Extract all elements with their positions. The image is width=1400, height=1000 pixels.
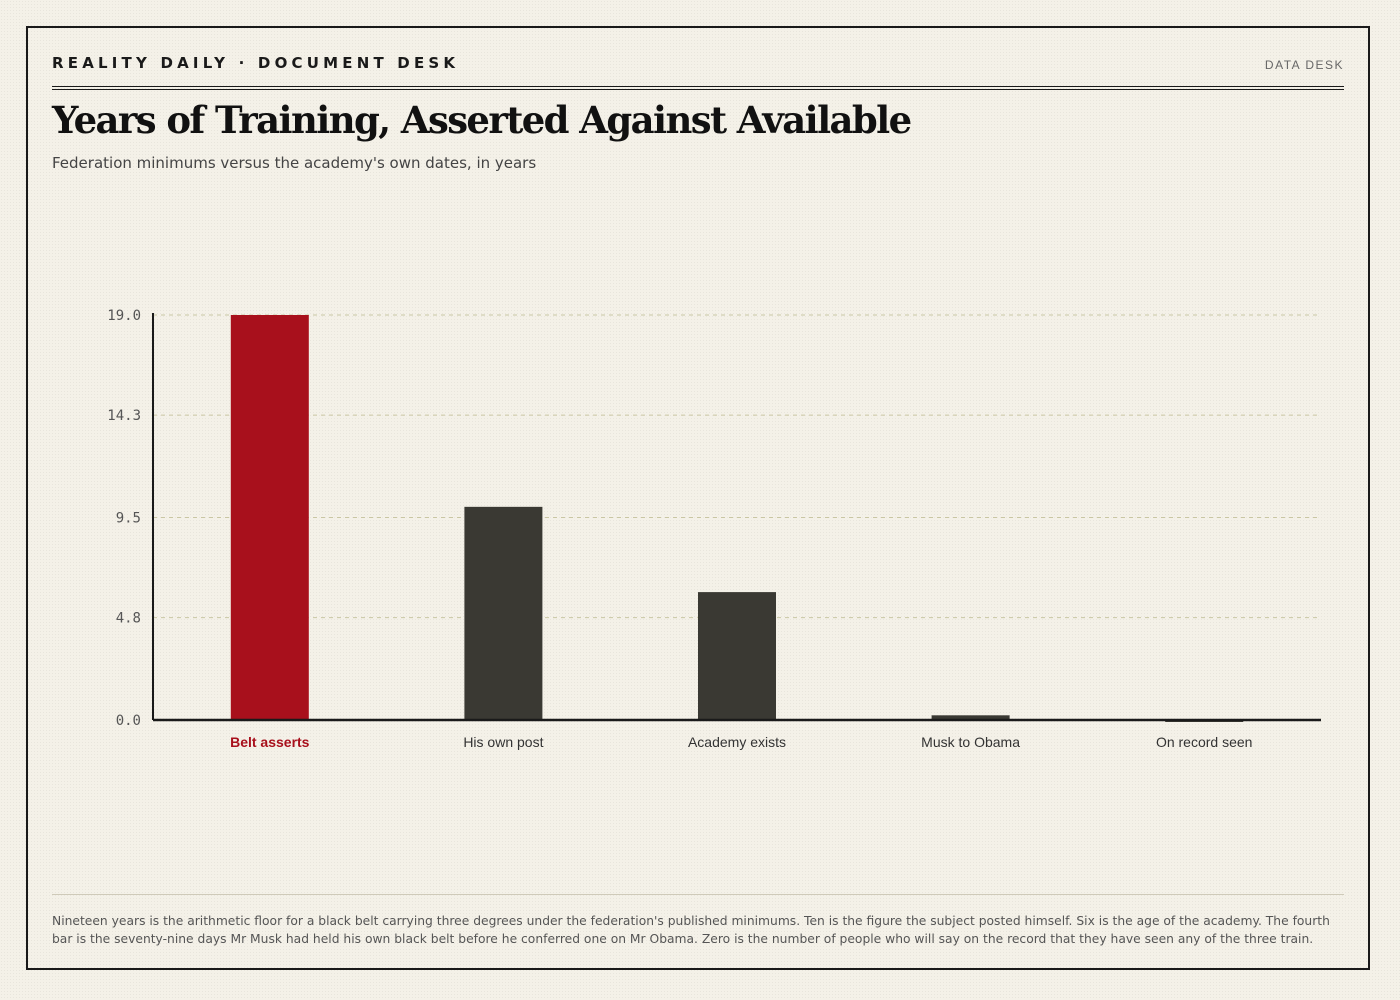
category-label: On record seen xyxy=(1156,734,1253,750)
bar-2 xyxy=(698,592,776,720)
page-frame: REALITY DAILY · DOCUMENT DESK DATA DESK … xyxy=(26,26,1370,970)
bar-3 xyxy=(931,715,1010,720)
brand-name: REALITY DAILY · DOCUMENT DESK xyxy=(52,54,460,72)
masthead: REALITY DAILY · DOCUMENT DESK DATA DESK xyxy=(52,50,1344,90)
category-label: Musk to Obama xyxy=(921,734,1020,750)
bar-1 xyxy=(464,506,543,720)
y-tick-label: 0.0 xyxy=(116,713,141,729)
category-label: Belt asserts xyxy=(230,734,310,750)
chart-title: Years of Training, Asserted Against Avai… xyxy=(52,98,912,142)
category-label: Academy exists xyxy=(688,734,786,750)
y-tick-label: 14.3 xyxy=(107,408,141,424)
y-tick-label: 9.5 xyxy=(116,511,141,527)
chart-subtitle: Federation minimums versus the academy's… xyxy=(52,154,537,172)
category-label: His own post xyxy=(463,734,543,750)
desk-label: DATA DESK xyxy=(1264,58,1344,72)
footer-divider xyxy=(52,894,1344,895)
y-tick-label: 4.8 xyxy=(116,611,141,627)
bar-0 xyxy=(230,315,309,720)
chart-footnote: Nineteen years is the arithmetic floor f… xyxy=(52,914,1330,946)
y-tick-label: 19.0 xyxy=(107,308,141,324)
